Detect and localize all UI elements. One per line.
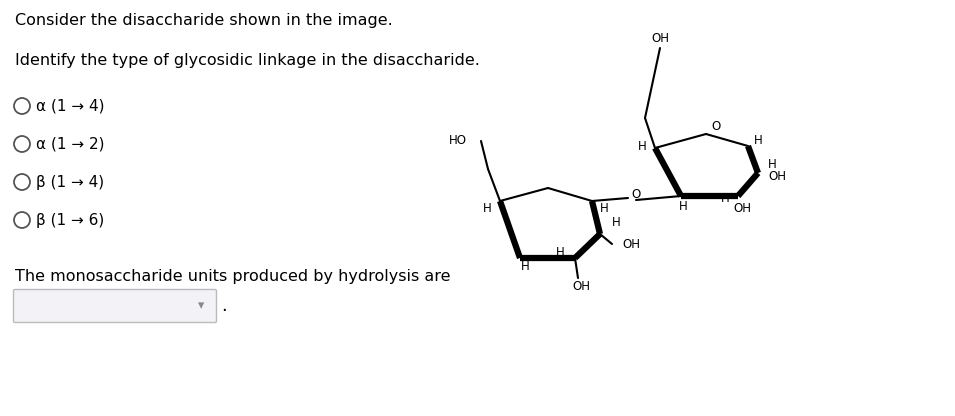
Text: Identify the type of glycosidic linkage in the disaccharide.: Identify the type of glycosidic linkage … <box>15 53 479 68</box>
Text: H: H <box>612 215 621 228</box>
Text: H: H <box>556 247 565 260</box>
Text: H: H <box>721 191 730 205</box>
Text: OH: OH <box>622 238 640 250</box>
Text: β (1 → 6): β (1 → 6) <box>36 213 104 228</box>
Text: OH: OH <box>572 280 590 292</box>
Text: H: H <box>768 158 776 171</box>
FancyBboxPatch shape <box>13 290 217 322</box>
Text: O: O <box>711 119 720 133</box>
Text: HO: HO <box>449 134 467 146</box>
Text: OH: OH <box>768 171 786 183</box>
Text: .: . <box>221 297 226 315</box>
Text: β (1 → 4): β (1 → 4) <box>36 174 104 190</box>
Text: α (1 → 2): α (1 → 2) <box>36 136 104 151</box>
Text: H: H <box>679 200 688 213</box>
Text: OH: OH <box>651 32 669 45</box>
Text: Consider the disaccharide shown in the image.: Consider the disaccharide shown in the i… <box>15 13 393 28</box>
Text: H: H <box>520 260 529 272</box>
Text: H: H <box>483 203 492 215</box>
Text: OH: OH <box>733 201 751 215</box>
Text: O: O <box>631 188 640 201</box>
Text: The monosaccharide units produced by hydrolysis are: The monosaccharide units produced by hyd… <box>15 269 451 284</box>
Text: α (1 → 4): α (1 → 4) <box>36 99 104 114</box>
Text: ▾: ▾ <box>198 300 204 312</box>
Text: H: H <box>638 139 647 153</box>
Text: H: H <box>754 134 763 148</box>
Text: H: H <box>600 203 608 215</box>
